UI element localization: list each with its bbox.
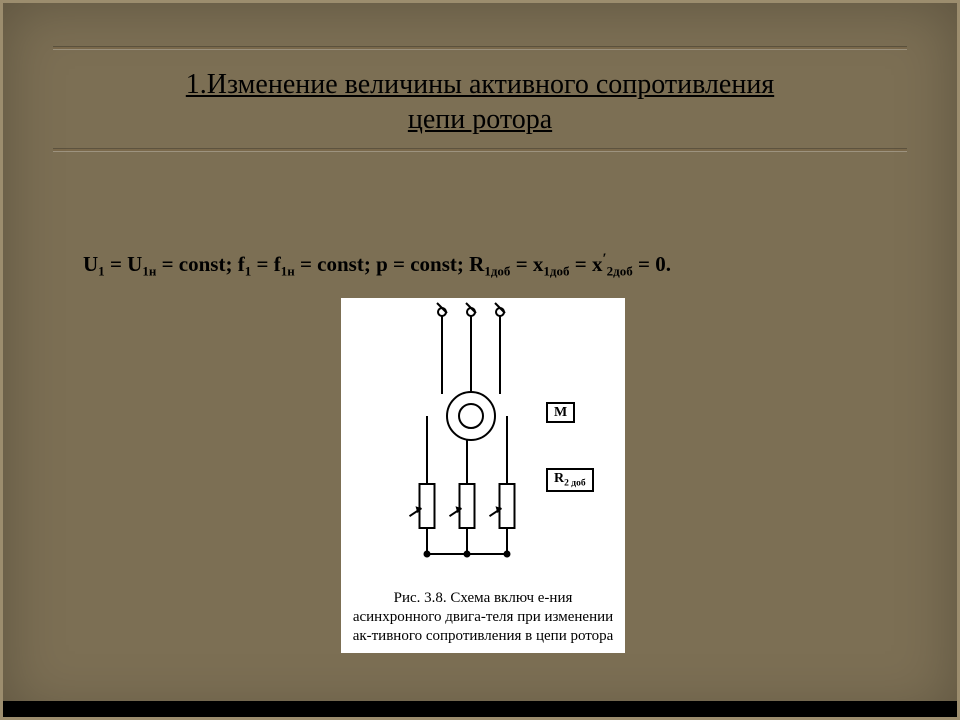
title-line1: 1.Изменение величины активного сопротивл…	[186, 69, 774, 100]
rheostat-label: R2 доб	[546, 468, 594, 492]
figure-caption: Рис. 3.8. Схема включ е-ния асинхронного…	[341, 583, 625, 653]
top-ruler	[53, 47, 907, 49]
slide-title: 1.Изменение величины активного сопротивл…	[63, 67, 897, 137]
slide: 1.Изменение величины активного сопротивл…	[0, 0, 960, 720]
circuit-diagram: M R2 доб	[341, 298, 625, 583]
bottom-black-bar	[3, 701, 957, 717]
motor-label: M	[546, 402, 575, 423]
title-line2: цепи ротора	[408, 104, 552, 135]
bottom-ruler	[53, 149, 907, 151]
conditions-equation: U1 = U1н = const; f1 = f1н = const; p = …	[83, 251, 877, 280]
